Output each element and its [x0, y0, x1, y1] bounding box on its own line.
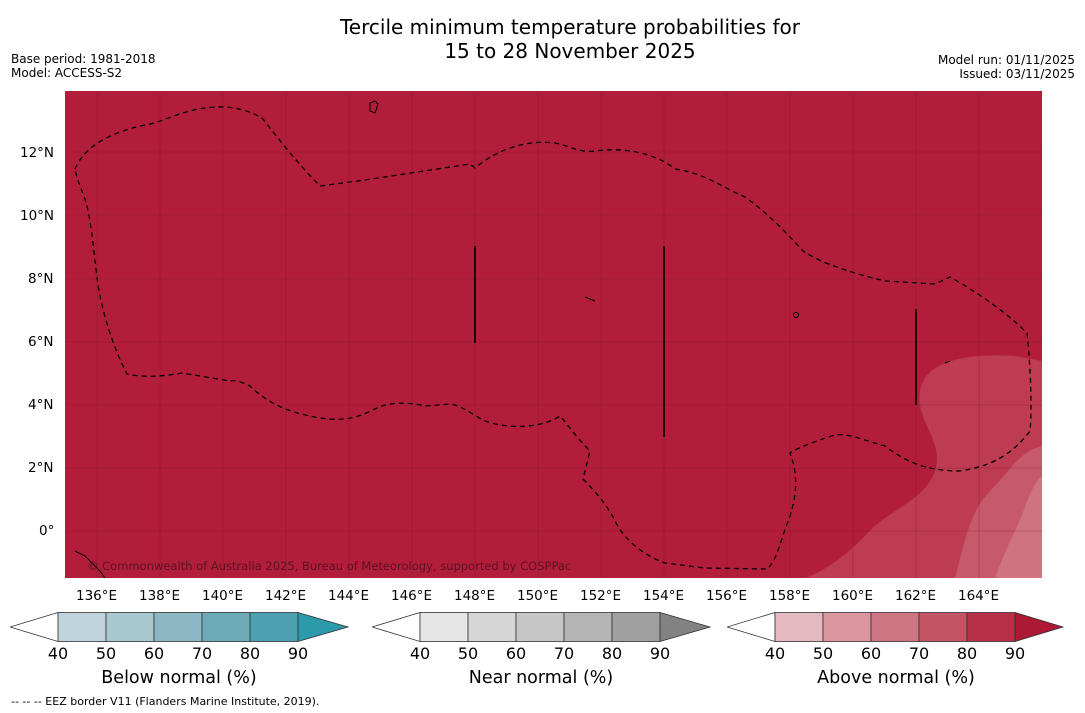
- map-background: [65, 91, 1042, 578]
- colorbar-tick: 90: [287, 644, 309, 663]
- model-name: Model: ACCESS-S2: [11, 66, 123, 80]
- lon-label: 150°E: [517, 588, 559, 604]
- colorbar-tick: 70: [553, 644, 575, 663]
- colorbar-tick: 60: [505, 644, 527, 663]
- colorbar-tick: 40: [409, 644, 431, 663]
- colorbar-under: [10, 612, 59, 643]
- issued-date: Issued: 03/11/2025: [959, 67, 1075, 81]
- colorbar-segment: [822, 612, 872, 642]
- lat-label: 10°N: [20, 208, 55, 224]
- colorbar-segment: [966, 612, 1016, 642]
- colorbar-label-above: Above normal (%): [817, 668, 975, 688]
- colorbar-below-normal: [10, 612, 350, 643]
- colorbar-under: [372, 612, 421, 643]
- colorbar-segment: [57, 612, 107, 642]
- copyright-notice: © Commonwealth of Australia 2025, Bureau…: [87, 559, 571, 573]
- colorbar-label-near: Near normal (%): [468, 668, 614, 688]
- colorbar-segment: [774, 612, 824, 642]
- colorbar-segment: [515, 612, 565, 642]
- lon-label: 136°E: [76, 588, 118, 604]
- colorbar-tick: 90: [1004, 644, 1026, 663]
- lon-label: 148°E: [454, 588, 496, 604]
- colorbar-segment: [611, 612, 661, 642]
- colorbar-segment: [918, 612, 968, 642]
- lon-label: 138°E: [139, 588, 181, 604]
- lon-label: 162°E: [895, 588, 937, 604]
- lon-label: 154°E: [643, 588, 685, 604]
- lon-label: 160°E: [832, 588, 874, 604]
- lat-label: 6°N: [28, 334, 54, 350]
- lat-label: 8°N: [28, 271, 54, 287]
- colorbar-tick: 80: [956, 644, 978, 663]
- colorbar-tick: 80: [239, 644, 261, 663]
- title-line-2: 15 to 28 November 2025: [444, 39, 696, 63]
- colorbar-tick: 40: [47, 644, 69, 663]
- lon-label: 152°E: [580, 588, 622, 604]
- colorbar-segment: [201, 612, 251, 642]
- colorbar-label-below: Below normal (%): [101, 668, 257, 688]
- colorbar-under: [727, 612, 776, 643]
- colorbar-segment: [105, 612, 155, 642]
- colorbar-tick: 50: [812, 644, 834, 663]
- colorbar-tick: 40: [764, 644, 786, 663]
- colorbar-tick: 60: [143, 644, 165, 663]
- colorbar-tick: 70: [191, 644, 213, 663]
- lon-label: 142°E: [265, 588, 307, 604]
- eez-border-palau-fsm: [74, 106, 1032, 570]
- lon-label: 140°E: [202, 588, 244, 604]
- colorbar-segment: [563, 612, 613, 642]
- lat-label: 2°N: [28, 460, 54, 476]
- graticule: [65, 91, 1042, 578]
- lon-label: 156°E: [706, 588, 748, 604]
- colorbar-segment: [249, 612, 299, 642]
- colorbar-tick: 60: [860, 644, 882, 663]
- lat-label: 12°N: [20, 145, 55, 161]
- colorbar-segment: [153, 612, 203, 642]
- probability-zone-50: [995, 476, 1042, 578]
- probability-map: © Commonwealth of Australia 2025, Bureau…: [65, 91, 1042, 578]
- model-run: Model run: 01/11/2025: [937, 53, 1075, 67]
- colorbar-tick: 80: [601, 644, 623, 663]
- colorbar-above-normal: [727, 612, 1065, 643]
- colorbar-over: [297, 612, 350, 643]
- lon-label: 144°E: [328, 588, 370, 604]
- colorbar-tick: 70: [908, 644, 930, 663]
- lon-label: 164°E: [958, 588, 1000, 604]
- boundary-lines: [474, 246, 917, 437]
- lon-label: 146°E: [391, 588, 433, 604]
- island-outlines: [74, 100, 951, 578]
- colorbar-over: [1014, 612, 1065, 643]
- colorbar-tick: 90: [649, 644, 671, 663]
- lon-label: 158°E: [769, 588, 811, 604]
- colorbar-over: [659, 612, 712, 643]
- map-title: Tercile minimum temperature probabilitie…: [270, 15, 870, 63]
- colorbar-near-normal: [372, 612, 712, 643]
- colorbar-segment: [467, 612, 517, 642]
- lat-label: 0°: [39, 523, 55, 539]
- title-line-1: Tercile minimum temperature probabilitie…: [339, 15, 801, 39]
- colorbar-tick: 50: [457, 644, 479, 663]
- lat-label: 4°N: [28, 397, 54, 413]
- eez-footnote: -- -- -- EEZ border V11 (Flanders Marine…: [11, 695, 320, 708]
- colorbar-tick: 50: [95, 644, 117, 663]
- colorbar-segment: [419, 612, 469, 642]
- colorbar-segment: [870, 612, 920, 642]
- base-period: Base period: 1981-2018: [11, 52, 156, 66]
